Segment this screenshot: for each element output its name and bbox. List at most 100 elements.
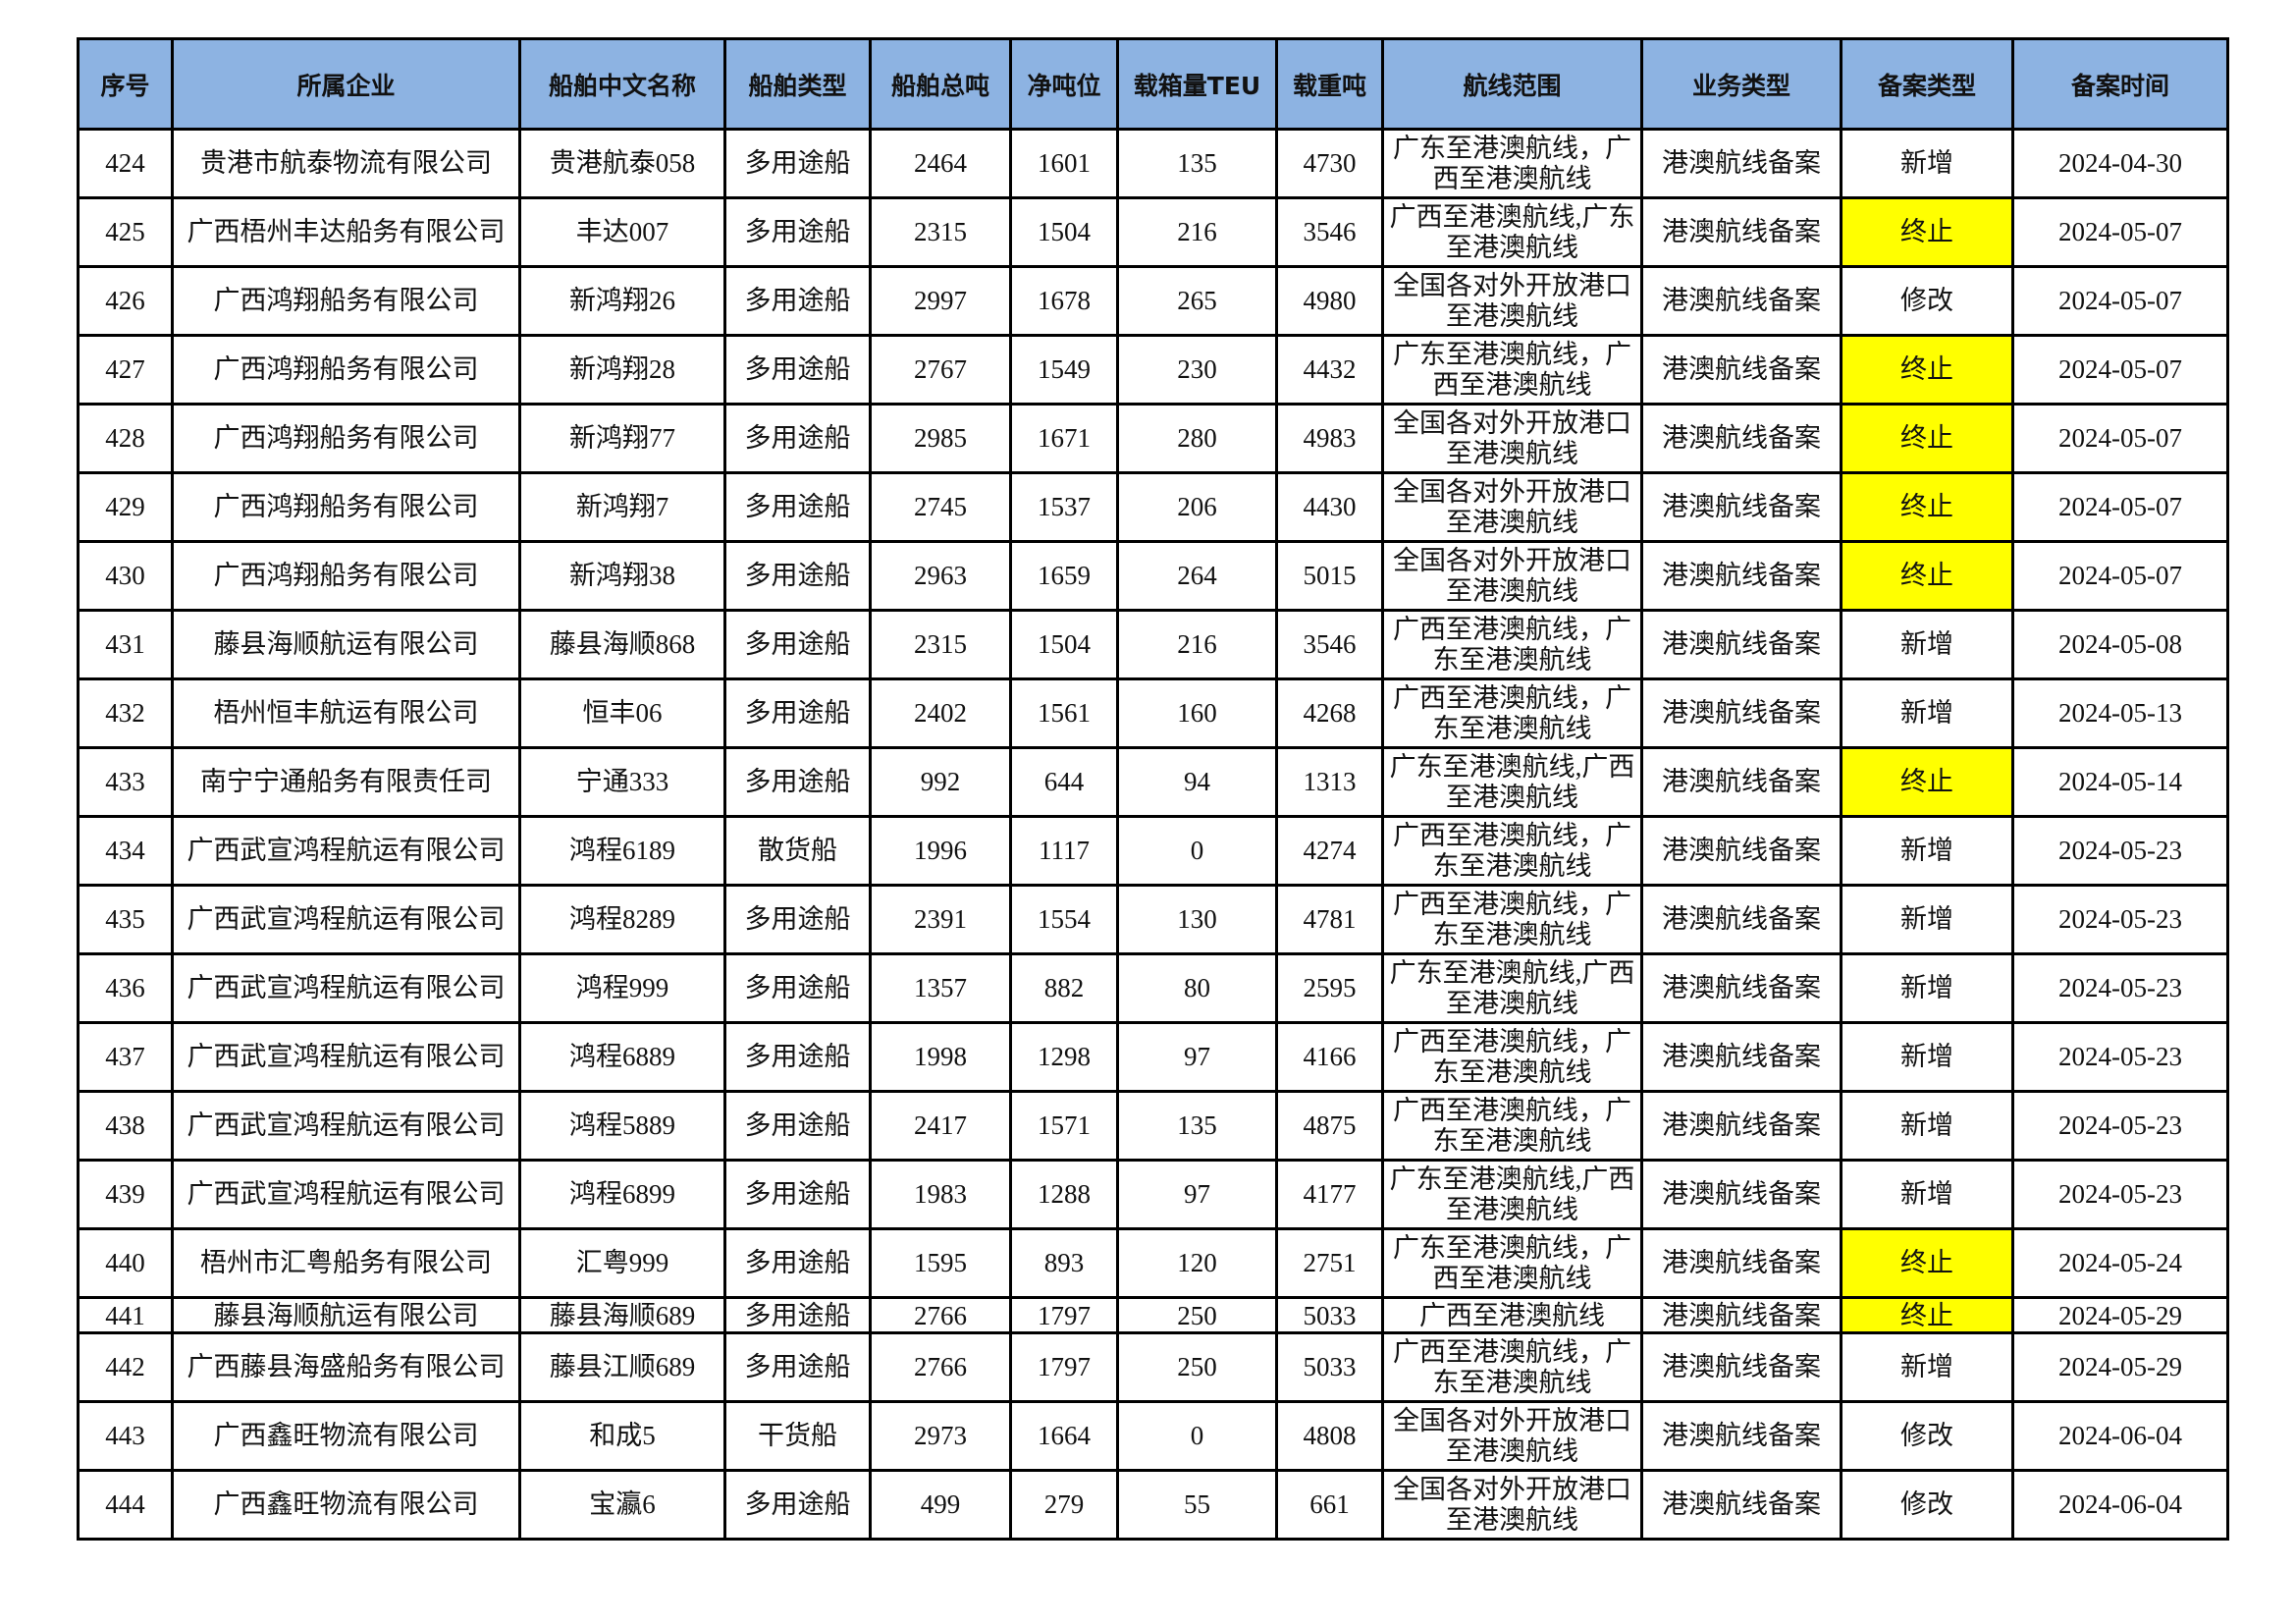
table-row: 431 藤县海顺航运有限公司 藤县海顺868 多用途船 2315 1504 216 3546 广… (77, 609, 2229, 680)
table-row: 435 广西武宣鸿程航运有限公司 鸿程8289 多用途船 2391 1554 130 4781… (77, 884, 2229, 955)
cell-text: 2315 (914, 629, 967, 659)
cell-text: 432 (105, 698, 145, 728)
cell-filing-date: 2024-05-07 (2011, 265, 2229, 337)
cell-text: 443 (105, 1421, 145, 1450)
cell-route-scope: 全国各对外开放港口至港澳航线 (1381, 540, 1643, 612)
cell-text: 广西武宣鸿程航运有限公司 (187, 836, 506, 865)
cell-route-scope: 全国各对外开放港口至港澳航线 (1381, 1469, 1643, 1541)
cell-company: 广西鑫旺物流有限公司 (171, 1400, 521, 1472)
cell-seq: 424 (77, 128, 174, 199)
cell-ship-type: 多用途船 (723, 1021, 872, 1093)
cell-text: 港澳航线备案 (1662, 1489, 1821, 1519)
cell-route-scope: 广东至港澳航线,广西至港澳航线 (1381, 746, 1643, 818)
cell-text: 206 (1177, 492, 1217, 521)
cell-text: 436 (105, 973, 145, 1002)
cell-route-scope: 广东至港澳航线，广西至港澳航线 (1381, 334, 1643, 406)
cell-seq: 433 (77, 746, 174, 818)
cell-company: 广西鑫旺物流有限公司 (171, 1469, 521, 1541)
cell-net-tonnage: 1571 (1009, 1090, 1119, 1162)
cell-business-type: 港澳航线备案 (1640, 196, 1842, 268)
cell-filing-date: 2024-05-29 (2011, 1331, 2229, 1403)
cell-seq: 430 (77, 540, 174, 612)
cell-text: 2767 (914, 354, 967, 384)
cell-filing-type: 新增 (1840, 1021, 2014, 1093)
cell-text: 250 (1177, 1352, 1217, 1381)
cell-business-type: 港澳航线备案 (1640, 815, 1842, 887)
cell-gross-tonnage: 2402 (869, 677, 1012, 749)
cell-teu: 135 (1116, 1090, 1278, 1162)
cell-filing-date: 2024-05-23 (2011, 1090, 2229, 1162)
cell-text: 882 (1043, 973, 1085, 1002)
cell-route-scope: 广东至港澳航线,广西至港澳航线 (1381, 952, 1643, 1024)
cell-text: 广西武宣鸿程航运有限公司 (187, 1179, 506, 1209)
cell-text: 2315 (914, 217, 967, 246)
cell-filing-type: 新增 (1840, 128, 2014, 199)
cell-text: 2751 (1303, 1248, 1357, 1277)
cell-business-type: 港澳航线备案 (1640, 884, 1842, 955)
cell-text: 港澳航线备案 (1662, 904, 1821, 934)
cell-route-scope: 全国各对外开放港口至港澳航线 (1381, 471, 1643, 543)
cell-business-type: 港澳航线备案 (1640, 746, 1842, 818)
cell-ship-name: 丰达007 (518, 196, 726, 268)
cell-deadweight: 5015 (1275, 540, 1384, 612)
cell-deadweight: 4980 (1275, 265, 1384, 337)
cell-net-tonnage: 1288 (1009, 1159, 1119, 1230)
cell-text: 新增 (1900, 1110, 1953, 1140)
cell-seq: 435 (77, 884, 174, 955)
cell-text: 港澳航线备案 (1662, 1421, 1821, 1450)
cell-ship-type: 多用途船 (723, 952, 872, 1024)
cell-net-tonnage: 1601 (1009, 128, 1119, 199)
cell-text: 广东至港澳航线,广西至港澳航线 (1389, 1164, 1635, 1224)
cell-ship-name: 藤县海顺868 (518, 609, 726, 680)
cell-route-scope: 全国各对外开放港口至港澳航线 (1381, 265, 1643, 337)
cell-text: 4274 (1303, 836, 1357, 865)
cell-filing-type: 终止 (1840, 1296, 2014, 1334)
cell-gross-tonnage: 499 (869, 1469, 1012, 1541)
cell-filing-type: 终止 (1840, 746, 2014, 818)
cell-seq: 426 (77, 265, 174, 337)
cell-company: 广西武宣鸿程航运有限公司 (171, 952, 521, 1024)
header-gross-tonnage: 船舶总吨 (869, 37, 1012, 131)
cell-text: 5033 (1303, 1300, 1357, 1330)
table-body: 424 贵港市航泰物流有限公司 贵港航泰058 多用途船 2464 1601 135 4730… (77, 128, 2229, 1541)
cell-ship-type: 多用途船 (723, 1296, 872, 1334)
cell-text: 多用途船 (744, 492, 851, 521)
cell-text: 广西鸿翔船务有限公司 (213, 423, 479, 453)
cell-text: 442 (105, 1352, 145, 1381)
cell-text: 多用途船 (744, 217, 851, 246)
cell-text: 多用途船 (744, 904, 851, 934)
cell-teu: 160 (1116, 677, 1278, 749)
cell-text: 多用途船 (744, 767, 851, 796)
cell-company: 广西鸿翔船务有限公司 (171, 403, 521, 474)
cell-net-tonnage: 1797 (1009, 1331, 1119, 1403)
cell-net-tonnage: 1659 (1009, 540, 1119, 612)
cell-filing-type: 终止 (1840, 1227, 2014, 1299)
cell-ship-name: 和成5 (518, 1400, 726, 1472)
cell-gross-tonnage: 2963 (869, 540, 1012, 612)
cell-ship-type: 多用途船 (723, 196, 872, 268)
cell-ship-type: 多用途船 (723, 334, 872, 406)
cell-deadweight: 4430 (1275, 471, 1384, 543)
cell-text: 2024-05-07 (2058, 354, 2182, 384)
cell-text: 散货船 (758, 836, 837, 865)
cell-text: 新鸿翔28 (569, 354, 675, 384)
cell-text: 425 (105, 217, 145, 246)
cell-ship-type: 多用途船 (723, 746, 872, 818)
cell-text: 新增 (1900, 1352, 1953, 1381)
cell-filing-type: 修改 (1840, 265, 2014, 337)
cell-text: 鸿程6889 (569, 1042, 675, 1071)
cell-seq: 437 (77, 1021, 174, 1093)
table-row: 434 广西武宣鸿程航运有限公司 鸿程6189 散货船 1996 1117 0 4274 广西至… (77, 815, 2229, 887)
cell-text: 2024-06-04 (2058, 1489, 2182, 1519)
cell-text: 丰达007 (575, 217, 669, 246)
cell-company: 藤县海顺航运有限公司 (171, 1296, 521, 1334)
table-row: 432 梧州恒丰航运有限公司 恒丰06 多用途船 2402 1561 160 4268 广西至港… (77, 677, 2229, 749)
cell-filing-date: 2024-05-13 (2011, 677, 2229, 749)
cell-text: 全国各对外开放港口至港澳航线 (1393, 270, 1631, 331)
cell-text: 265 (1177, 286, 1217, 315)
cell-ship-type: 干货船 (723, 1400, 872, 1472)
cell-teu: 55 (1116, 1469, 1278, 1541)
cell-text: 新增 (1900, 973, 1953, 1002)
cell-route-scope: 广东至港澳航线，广西至港澳航线 (1381, 1227, 1643, 1299)
cell-text: 429 (105, 492, 145, 521)
